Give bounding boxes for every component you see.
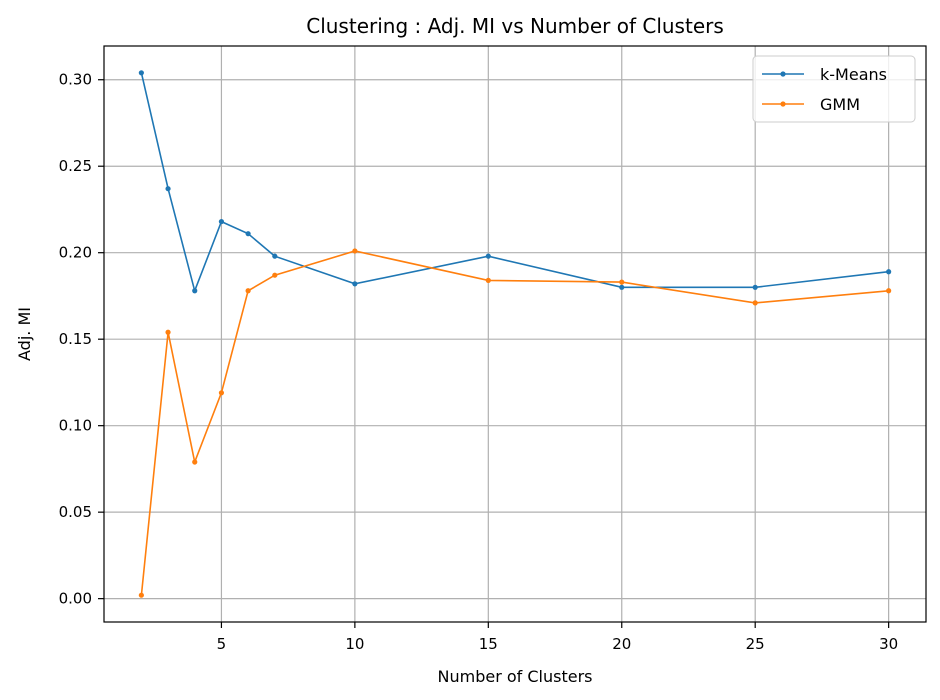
data-point-k-means xyxy=(886,269,892,275)
data-point-gmm xyxy=(485,277,491,283)
y-tick-label: 0.25 xyxy=(59,157,92,175)
data-point-k-means xyxy=(138,70,144,76)
plot-area-frame xyxy=(103,45,927,623)
x-axis-label: Number of Clusters xyxy=(438,667,593,686)
legend-label: k-Means xyxy=(820,65,887,84)
data-point-gmm xyxy=(245,288,251,294)
data-point-gmm xyxy=(272,272,278,278)
data-point-gmm xyxy=(192,459,198,465)
data-point-k-means xyxy=(165,186,171,192)
plot-series xyxy=(138,70,892,598)
x-axis-ticks: 5 10 15 20 25 30 xyxy=(217,622,898,653)
data-point-gmm xyxy=(886,288,892,294)
legend-swatch-marker xyxy=(780,101,786,107)
y-axis-ticks: 0.00 0.05 0.10 0.15 0.20 0.25 0.30 xyxy=(59,71,104,608)
data-point-k-means xyxy=(352,281,358,287)
series-k-means xyxy=(138,70,892,294)
x-tick-label: 30 xyxy=(879,635,898,653)
data-point-k-means xyxy=(272,253,278,259)
y-tick-label: 0.10 xyxy=(59,417,92,435)
x-tick-label: 20 xyxy=(612,635,631,653)
data-point-k-means xyxy=(485,253,491,259)
legend-box xyxy=(752,55,916,123)
data-point-gmm xyxy=(165,329,171,335)
data-point-k-means xyxy=(619,284,625,290)
chart-title: Clustering : Adj. MI vs Number of Cluste… xyxy=(306,14,724,38)
x-tick-label: 10 xyxy=(345,635,364,653)
y-tick-label: 0.20 xyxy=(59,244,92,262)
series-line-gmm xyxy=(140,250,889,596)
x-tick-label: 25 xyxy=(746,635,765,653)
y-tick-label: 0.15 xyxy=(59,330,92,348)
data-point-gmm xyxy=(218,390,225,396)
data-point-gmm xyxy=(138,592,144,598)
y-tick-label: 0.05 xyxy=(59,503,92,521)
y-tick-label: 0.00 xyxy=(59,590,92,608)
data-point-gmm xyxy=(752,300,758,306)
legend-label: GMM xyxy=(820,95,860,114)
data-point-gmm xyxy=(619,279,625,285)
y-axis-label: Adj. MI xyxy=(15,307,34,361)
data-point-k-means xyxy=(752,284,758,290)
legend-swatch-marker xyxy=(780,71,786,77)
y-tick-label: 0.30 xyxy=(59,71,92,89)
x-tick-label: 15 xyxy=(479,635,498,653)
data-point-gmm xyxy=(352,248,358,254)
legend-item-gmm: GMM xyxy=(762,95,860,114)
legend: k-Means GMM xyxy=(752,55,916,123)
data-point-k-means xyxy=(192,288,198,294)
data-point-k-means xyxy=(218,218,225,225)
grid-lines xyxy=(104,46,926,622)
series-gmm xyxy=(138,248,892,598)
legend-item-k-means: k-Means xyxy=(762,65,887,84)
x-tick-label: 5 xyxy=(217,635,227,653)
data-point-k-means xyxy=(245,231,251,237)
